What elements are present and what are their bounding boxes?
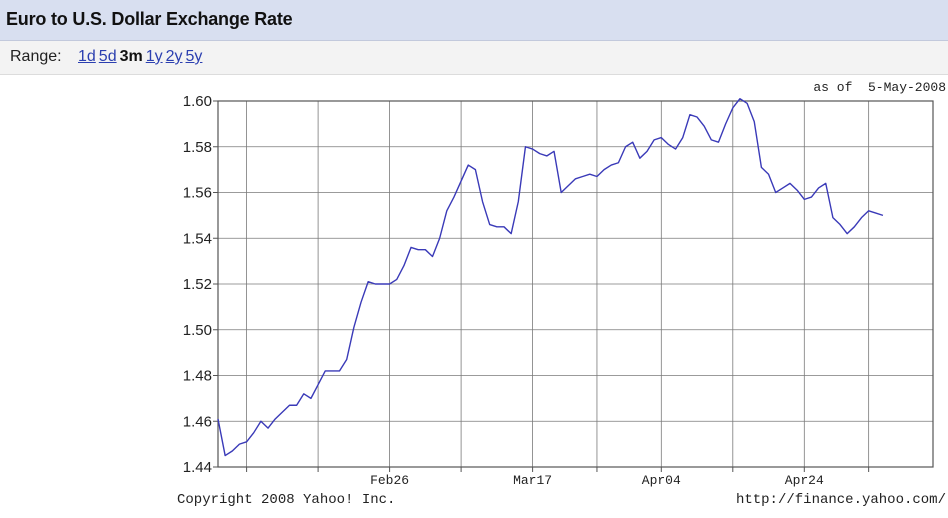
x-tick-label: Apr04 [642,473,681,488]
y-tick-label: 1.46 [183,413,212,430]
y-tick-label: 1.44 [183,459,212,476]
y-tick-label: 1.54 [183,230,212,247]
source-url[interactable]: http://finance.yahoo.com/ [735,492,946,508]
range-option-1y[interactable]: 1y [145,48,163,65]
y-tick-label: 1.50 [183,322,212,339]
range-bar: Range: 1d 5d 3m 1y 2y 5y [0,41,948,75]
series-line [217,98,884,457]
x-tick-label: Apr24 [785,473,824,488]
as-of-date: as of 5-May-2008 [813,80,946,95]
copyright-text: Copyright 2008 Yahoo! Inc. [177,492,396,508]
x-tick-label: Mar17 [513,473,552,488]
y-tick-label: 1.58 [183,139,212,156]
x-tick-label: Feb26 [370,473,409,488]
y-tick-label: 1.56 [183,185,212,202]
y-tick-label: 1.60 [183,93,212,110]
chart-title: Euro to U.S. Dollar Exchange Rate [6,9,293,29]
range-options: 1d 5d 3m 1y 2y 5y [78,48,205,66]
plot-frame [217,100,934,468]
range-option-5d[interactable]: 5d [98,48,117,65]
y-tick-label: 1.48 [183,368,212,385]
range-option-3m: 3m [119,48,143,65]
y-tick-label: 1.52 [183,276,212,293]
range-option-1d[interactable]: 1d [78,48,96,65]
chart-header: Euro to U.S. Dollar Exchange Rate [0,0,948,41]
range-label: Range: [10,48,62,65]
range-option-5y[interactable]: 5y [185,48,203,65]
range-option-2y[interactable]: 2y [165,48,183,65]
